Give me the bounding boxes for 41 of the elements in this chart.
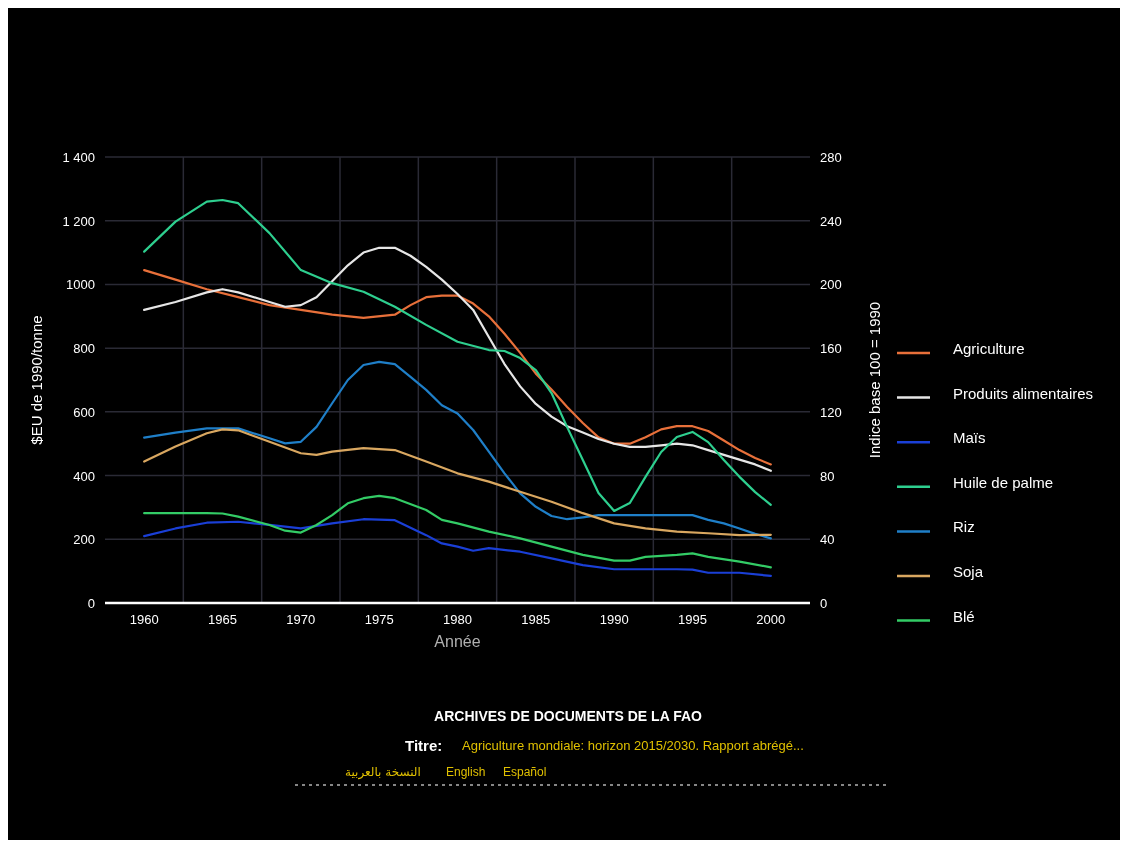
y-tick-label: 0 (87, 596, 95, 611)
legend-label: Agriculture (953, 340, 1025, 357)
y-tick-label: 600 (73, 404, 95, 420)
y2-tick-label: 240 (820, 213, 842, 229)
legend-label: Soja (953, 563, 984, 580)
y-axis-title: $EU de 1990/tonne (28, 315, 45, 445)
y2-tick-label: 40 (820, 532, 835, 548)
y-tick-label: 1000 (66, 277, 95, 293)
x-tick-label: 1960 (129, 612, 159, 627)
y-tick-label: 1 400 (62, 150, 95, 165)
text: English (446, 765, 486, 779)
y2-tick-label: 200 (820, 277, 842, 293)
x-axis-title: Année (434, 633, 481, 650)
text: Español (503, 765, 547, 779)
y-tick-label: 1 200 (62, 213, 95, 229)
y2-tick-label: 280 (820, 150, 842, 165)
y-tick-label: 200 (73, 532, 95, 548)
y2-tick-label: 160 (820, 341, 842, 357)
text: Titre: (405, 737, 443, 754)
legend-label: Riz (953, 518, 975, 536)
y2-tick-label: 80 (820, 468, 835, 484)
x-tick-label: 1985 (521, 612, 551, 627)
y-tick-label: 400 (73, 468, 95, 484)
legend-label: Huile de palme (953, 473, 1054, 491)
x-tick-label: 1995 (678, 612, 707, 627)
y2-axis-title: Indice base 100 = 1990 (866, 301, 883, 459)
text: ARCHIVES DE DOCUMENTS DE LA FAO (434, 708, 703, 724)
text: Agriculture mondiale: horizon 2015/2030. Rapport abrégé... (462, 738, 804, 753)
y2-tick-label: 120 (820, 404, 842, 420)
legend-label: Produits alimentaires (953, 384, 1094, 402)
x-tick-label: 1975 (364, 612, 394, 627)
legend-label: Maïs (953, 429, 986, 447)
x-tick-label: 1980 (443, 612, 472, 627)
y-tick-label: 800 (73, 341, 95, 357)
text: النسخة بالعربية (345, 765, 421, 780)
y2-tick-label: 0 (820, 596, 828, 611)
x-tick-label: 1965 (208, 612, 237, 627)
x-tick-label: 1970 (286, 612, 316, 627)
x-tick-label: 2000 (756, 612, 786, 627)
x-tick-label: 1990 (599, 612, 629, 627)
legend-label: Blé (953, 607, 975, 625)
